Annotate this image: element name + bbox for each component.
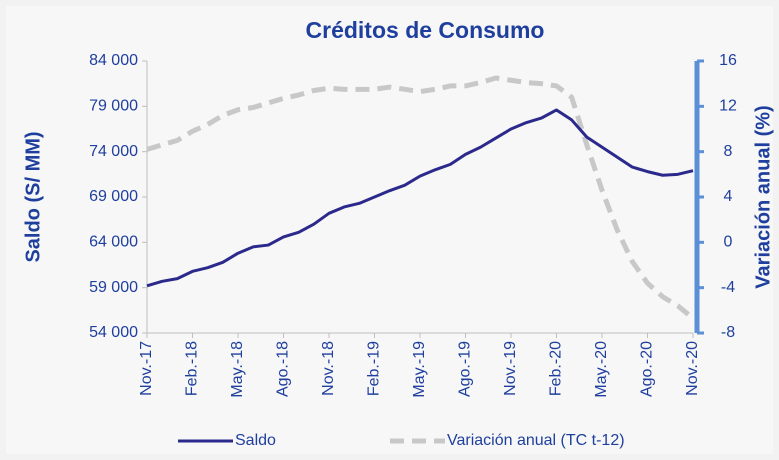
legend-label: Saldo [235,432,276,449]
x-tick-label: May.-19 [411,341,428,398]
legend-label: Variación anual (TC t-12) [447,432,625,449]
x-tick-label: Nov.-17 [138,341,155,396]
y-tick-label: 69 000 [89,188,138,205]
series-line [146,75,695,321]
y-tick-label: 79 000 [89,98,138,115]
y-axis-label: Saldo (S/ MM) [22,131,44,262]
x-tick-label: Feb.-18 [184,341,201,396]
y2-tick-label: 4 [724,188,733,205]
x-tick-label: Ago.-18 [275,341,292,397]
y2-tick-label: 12 [719,98,737,115]
y-tick-label: 84 000 [89,52,138,69]
x-tick-label: Ago.-20 [639,341,656,397]
y2-axis-label: Variación anual (%) [752,105,774,288]
x-tick-label: Feb.-20 [548,341,565,396]
x-tick-label: May.-20 [593,341,610,398]
x-tick-label: Ago.-19 [457,341,474,397]
y2-tick-label: 0 [724,234,733,251]
y2-tick-label: 8 [724,143,733,160]
panel [6,6,773,454]
y2-tick-label: -8 [721,324,735,341]
x-tick-label: Nov.-18 [320,341,337,396]
x-tick-label: Nov.-20 [684,341,701,396]
y2-tick-label: -4 [721,279,735,296]
chart-title: Créditos de Consumo [306,17,545,43]
y-tick-label: 74 000 [89,143,138,160]
y-tick-label: 59 000 [89,279,138,296]
x-tick-label: May.-18 [229,341,246,398]
y-tick-label: 54 000 [89,324,138,341]
y-tick-label: 64 000 [89,234,138,251]
y2-tick-label: 16 [719,52,737,69]
x-tick-label: Feb.-19 [366,341,383,396]
x-tick-label: Nov.-19 [502,341,519,396]
series-line [146,108,694,288]
